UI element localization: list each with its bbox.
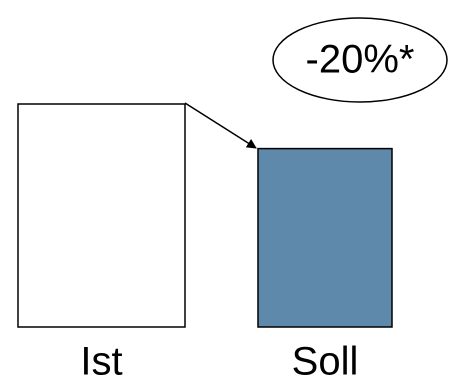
bar [257,147,393,328]
bar [17,103,186,328]
annotation: -20%* [306,38,415,82]
x-tick-label: Ist [80,340,122,384]
annotation-bubble [272,17,448,103]
x-tick-label: Soll [292,340,359,384]
arrow [184,102,257,149]
